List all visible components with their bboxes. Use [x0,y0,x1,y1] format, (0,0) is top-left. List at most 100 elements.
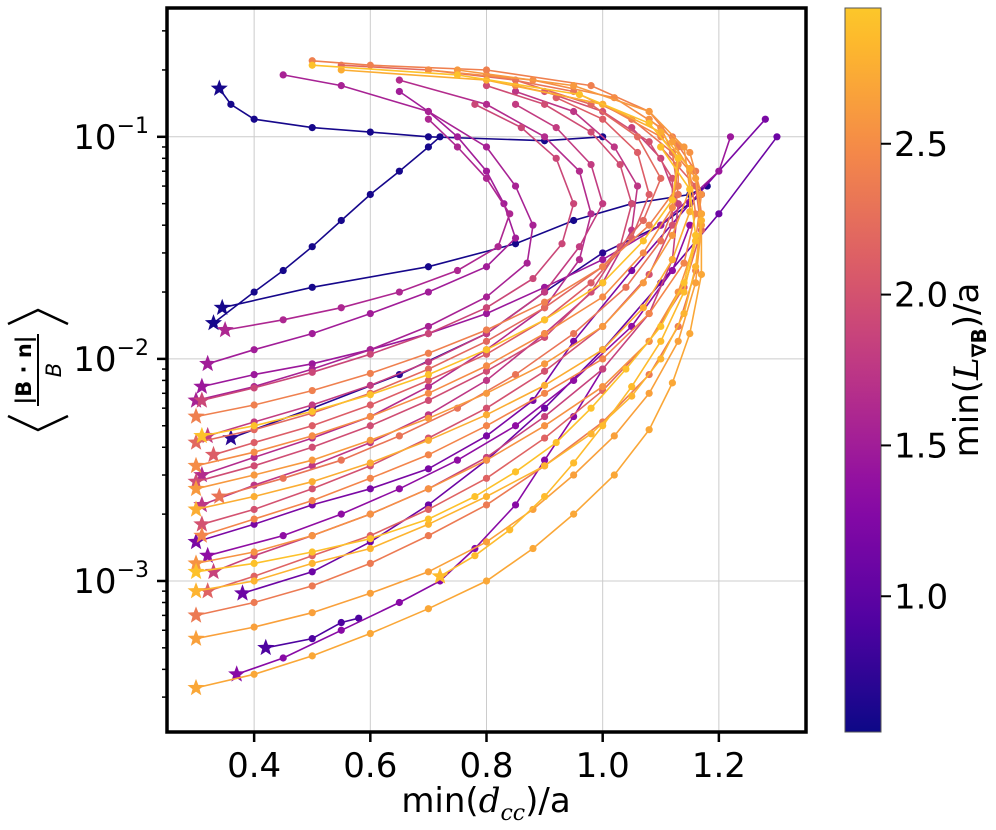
colorbar-tick-label: 1.5 [894,426,948,466]
data-point [250,559,258,567]
trajectory-line [201,103,575,402]
data-point [366,485,374,493]
x-tick-label: 0.6 [343,746,397,786]
data-point [482,309,491,318]
data-point [540,133,549,141]
start-star-marker [228,665,246,682]
data-point [424,329,433,338]
x-tick-label: 0.4 [227,746,281,786]
data-point [482,376,491,385]
start-star-marker [199,582,217,599]
data-point [587,128,595,136]
data-point [715,167,723,175]
trajectory-line [195,213,703,689]
data-point [686,185,694,193]
trajectory [431,237,700,584]
data-point [453,266,462,275]
data-point [250,462,258,470]
data-point [424,451,433,459]
start-star-marker [431,567,449,584]
data-point [424,505,433,514]
x-tick-label: 0.8 [459,746,513,786]
data-point [395,76,403,84]
data-point [250,288,258,296]
data-point [511,100,520,108]
data-point [337,456,345,464]
data-point [639,216,647,225]
data-point [540,456,549,464]
trajectory [193,61,682,444]
data-point [424,263,433,271]
data-point [337,82,345,90]
data-point [599,115,607,123]
data-point [570,200,578,208]
data-point [570,82,578,90]
data-point [511,501,520,509]
data-point [599,200,607,208]
data-point [308,422,316,430]
data-point [366,510,374,518]
data-point [250,422,258,430]
data-point [424,143,433,151]
start-star-marker [199,546,217,563]
start-star-marker [187,532,205,550]
data-point [540,100,549,108]
data-point [552,438,560,447]
data-point [570,510,578,518]
data-point [366,629,374,638]
data-point [366,459,374,467]
data-point [250,370,258,379]
data-point [308,462,316,470]
data-point [599,322,607,331]
data-point [657,237,665,245]
data-point [308,443,316,451]
data-point [540,462,549,470]
data-point [482,411,491,419]
start-star-marker [234,584,252,601]
data-point [227,100,235,108]
data-point [645,138,653,146]
trajectory-line [439,240,697,577]
start-star-marker [187,479,205,497]
y-label-numerator: |B · n| [12,336,37,405]
data-point [540,422,549,430]
data-point [511,370,520,379]
data-point [424,568,433,576]
data-point [587,279,595,287]
data-point [337,304,345,312]
data-point [645,119,653,127]
data-point [587,288,595,296]
data-point [610,143,618,151]
data-point [599,255,607,264]
data-point [517,124,525,132]
data-point [482,474,491,482]
data-point [692,279,700,287]
data-point [366,61,374,69]
data-point [250,346,258,354]
trajectory-line [195,84,633,483]
data-point [250,505,258,514]
data-point [482,362,491,370]
data-point [540,288,549,296]
data-point [668,204,676,212]
data-point [599,365,607,373]
data-point [686,164,694,173]
data-point [570,216,578,225]
data-point [610,432,618,440]
data-point [250,515,258,523]
trajectory [193,100,578,408]
start-star-marker [187,678,205,696]
data-point [279,532,287,540]
data-point [424,389,433,397]
data-point [482,501,491,509]
data-point [570,107,578,116]
start-star-marker [193,426,211,444]
data-point [633,148,642,157]
start-star-marker [193,466,211,483]
data-point [308,243,316,251]
trajectory-line [201,90,674,526]
data-point [628,200,636,208]
start-star-marker [213,298,231,315]
data-point [540,434,549,442]
